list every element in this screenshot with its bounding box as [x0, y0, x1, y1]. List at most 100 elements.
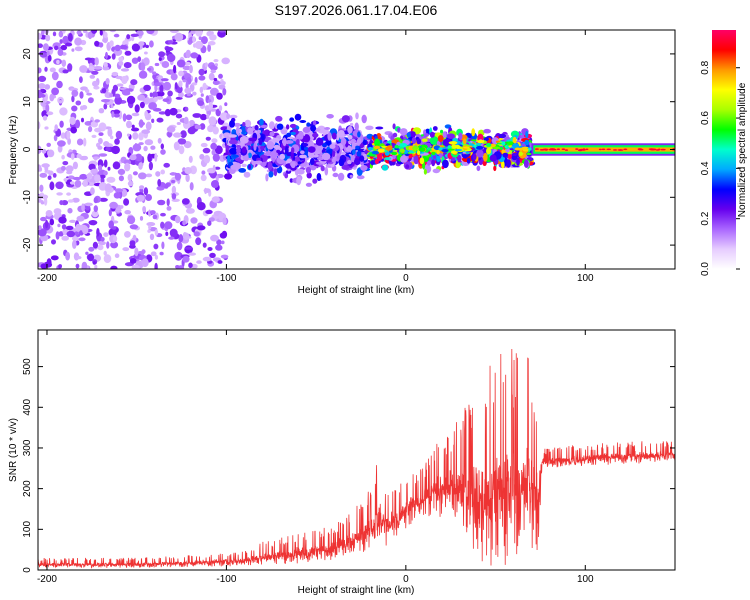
spectrogram-cell — [266, 141, 275, 150]
spectrogram-cell — [178, 145, 185, 155]
spectrogram-cell — [154, 254, 158, 260]
spectrogram-cell — [164, 108, 171, 117]
spectrogram-cell — [38, 43, 43, 48]
spectrogram-cell — [476, 165, 481, 172]
spectrogram-cell — [359, 155, 365, 162]
spectrogram-cell — [44, 84, 51, 90]
spectrogram-cell — [65, 165, 74, 173]
spectrogram-cell — [76, 215, 85, 222]
spectrogram-cell — [273, 144, 281, 150]
spectrogram-cell — [512, 136, 517, 145]
spectrogram-cell — [160, 143, 164, 150]
spectrogram-cell — [75, 223, 81, 232]
spectrogram-cell — [102, 38, 108, 43]
spectrogram-cell — [98, 132, 104, 137]
spectrogram-cell — [524, 139, 530, 146]
spectrogram-cell — [516, 157, 520, 166]
spectrogram-cell — [67, 32, 73, 42]
spectrogram-cell — [159, 84, 164, 93]
spectrogram-cell — [213, 77, 218, 82]
spectrogram-cell — [47, 175, 52, 180]
spectrogram-cell — [61, 154, 65, 160]
spectrogram-cell — [337, 172, 345, 181]
spectrogram-cell — [67, 137, 71, 145]
spectrogram-cell — [47, 149, 55, 158]
spectrogram-cell — [170, 73, 178, 81]
chart-title: S197.2026.061.17.04.E06 — [275, 2, 438, 18]
spectrogram-cell — [52, 173, 57, 178]
spectrogram-cell — [189, 64, 193, 74]
y-tick-label: 200 — [22, 480, 33, 497]
spectrogram-cell — [74, 46, 83, 52]
colorbar-ticks: 0.0 0.2 0.4 0.6 0.8 — [700, 60, 740, 276]
spectrogram-cell — [426, 160, 432, 166]
spectrogram-cell — [432, 155, 437, 160]
spectrogram-cell — [93, 66, 103, 70]
spectrogram-cell — [190, 52, 199, 59]
spectrogram-cell — [483, 137, 489, 142]
spectrogram-cell — [38, 75, 47, 82]
spectrogram-cell — [163, 162, 170, 168]
spectrogram-cell — [56, 59, 60, 65]
spectrogram-cell — [299, 120, 307, 123]
spectrogram-cell — [267, 161, 273, 171]
spectrogram-cell — [118, 175, 124, 182]
spectrogram-cell — [377, 148, 385, 153]
spectrogram-cell — [105, 51, 108, 60]
spectrogram-cell — [210, 69, 216, 74]
spectrogram-cell — [187, 126, 196, 135]
spectrogram-cell — [228, 134, 237, 138]
spectrogram-cell — [312, 132, 319, 138]
spectrogram-cell — [97, 145, 103, 150]
spectrogram-cell — [149, 40, 154, 48]
spectrogram-cell — [297, 161, 302, 165]
spectrogram-cell — [327, 132, 332, 141]
spectrogram-cell — [145, 121, 152, 131]
spectrogram-cell — [88, 126, 93, 133]
spectrogram-cell — [221, 57, 230, 65]
spectrogram-cell — [57, 223, 61, 228]
spectrogram-cell — [167, 131, 172, 138]
spectrogram-cell — [79, 65, 88, 73]
spectrogram-cell — [230, 164, 239, 170]
spectrogram-cell — [69, 116, 76, 125]
spectrogram-cell — [248, 137, 257, 142]
spectrogram-cell — [178, 70, 184, 77]
spectrogram-cell — [501, 160, 505, 169]
spectrogram-y-label: Frequency (Hz) — [8, 116, 19, 185]
spectrogram-cell — [254, 124, 259, 131]
spectrogram-cell — [312, 120, 317, 126]
spectrogram-cell — [61, 224, 67, 230]
spectrogram-cell — [385, 146, 393, 151]
spectrogram-cell — [136, 194, 145, 202]
spectrogram-cell — [176, 122, 181, 125]
spectrogram-cell — [123, 198, 130, 206]
spectrogram-cell — [253, 142, 257, 151]
spectrogram-cell — [522, 148, 529, 152]
spectrogram-cell — [166, 206, 172, 211]
spectrogram-cell — [465, 151, 470, 154]
spectrogram-cell — [260, 145, 265, 150]
spectrogram-cell — [113, 192, 121, 199]
spectrogram-cell — [148, 161, 153, 171]
spectrogram-cell — [211, 180, 219, 188]
spectrogram-cell — [51, 87, 59, 96]
spectrogram-cell — [229, 147, 238, 155]
spectrogram-cell — [97, 244, 104, 251]
spectrogram-cell — [170, 172, 176, 176]
spectrogram-cell — [362, 139, 367, 146]
spectrogram-cell — [92, 261, 96, 265]
spectrogram-cell — [316, 145, 323, 152]
spectrogram-cell — [127, 174, 133, 182]
spectrogram-cell — [321, 152, 331, 161]
spectrogram-cell — [71, 89, 79, 97]
spectrogram-cell — [114, 96, 123, 105]
spectrogram-cell — [660, 148, 666, 151]
spectrogram-cell — [173, 132, 182, 138]
spectrogram-cell — [131, 57, 139, 64]
spectrogram-cell — [201, 170, 206, 175]
spectrogram-cell — [113, 109, 121, 115]
spectrogram-cell — [332, 172, 339, 178]
spectrogram-cell — [472, 153, 477, 161]
spectrogram-cell — [107, 101, 114, 105]
